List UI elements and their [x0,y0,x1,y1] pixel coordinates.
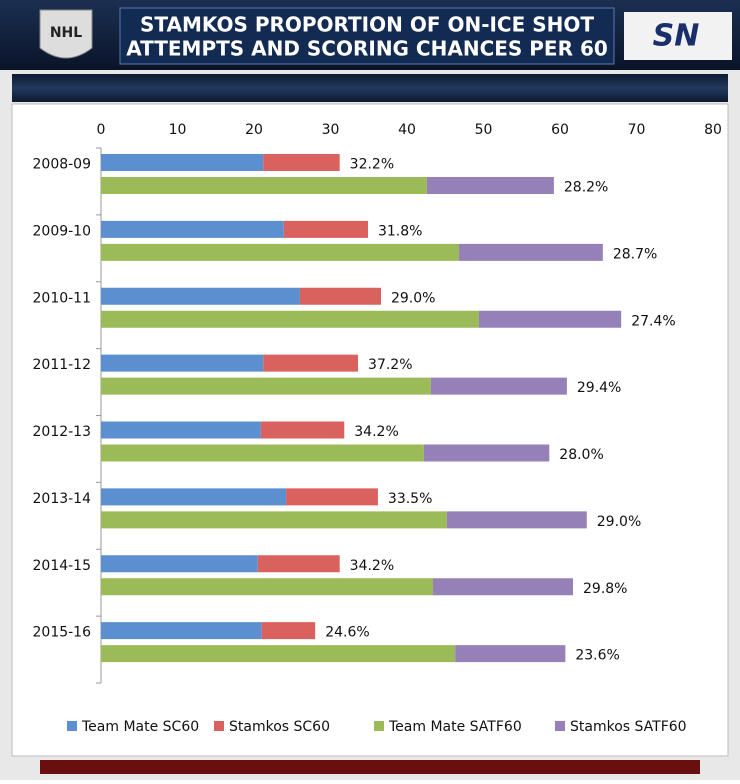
bar [299,287,381,305]
legend-swatch [67,721,77,731]
legend-label: Stamkos SATF60 [570,719,687,735]
share-label: 28.7% [613,246,657,262]
legend-label: Team Mate SATF60 [388,719,522,735]
share-label: 29.0% [597,514,641,530]
share-label: 27.4% [631,313,675,329]
nhl-logo: NHL [50,25,82,41]
bar [101,444,424,462]
x-tick-label: 0 [97,122,106,138]
bar [101,511,447,529]
bar [286,488,378,506]
x-tick-label: 60 [551,122,569,138]
bar [101,243,460,261]
bar [263,154,340,171]
legend-swatch [374,721,384,731]
bar [101,377,431,395]
title-box [119,7,615,65]
x-tick-label: 30 [322,122,340,138]
x-tick-label: 80 [704,122,722,138]
x-tick-label: 40 [398,122,416,138]
share-label: 31.8% [378,223,422,239]
sn-logo: SN [653,19,700,54]
share-label: 29.4% [577,380,621,396]
bar [101,177,427,194]
bar [101,645,456,663]
bar [260,421,345,439]
x-tick-label: 50 [475,122,493,138]
bar [478,310,622,328]
bar [257,555,340,573]
share-label: 29.8% [583,581,627,597]
bar [423,444,550,462]
bar [459,243,603,261]
bar [433,578,574,596]
bar [101,622,262,640]
y-tick-label: 2015-16 [33,625,92,641]
share-label: 29.0% [391,290,435,306]
bar [263,354,359,372]
bar [101,578,434,596]
y-tick-label: 2008-09 [33,157,92,173]
y-tick-label: 2009-10 [33,223,92,239]
legend-swatch [555,721,565,731]
share-label: 28.2% [564,180,608,196]
y-tick-label: 2013-14 [33,491,92,507]
bar [101,154,264,171]
sn-box [624,12,732,60]
chart-title: STAMKOS PROPORTION OF ON-ICE SHOT [140,13,594,37]
x-tick-label: 70 [628,122,646,138]
share-label: 23.6% [575,648,619,664]
legend-label: Team Mate SC60 [81,719,199,735]
bar [455,645,566,663]
bar [101,555,258,573]
legend-swatch [214,721,224,731]
bar [446,511,587,529]
share-label: 37.2% [368,357,412,373]
bar [101,354,264,372]
y-tick-label: 2011-12 [33,357,92,373]
bar [101,488,287,506]
bar [430,377,567,395]
chart-title: ATTEMPTS AND SCORING CHANCES PER 60 [126,37,608,61]
share-label: 34.2% [350,558,394,574]
bar [101,220,284,238]
share-label: 24.6% [325,625,369,641]
bar [101,310,479,328]
share-label: 34.2% [354,424,398,440]
share-label: 28.0% [559,447,603,463]
nhl-shield [39,9,93,59]
bar [426,177,554,194]
x-tick-label: 10 [169,122,187,138]
x-tick-label: 20 [245,122,263,138]
bar [261,622,316,640]
share-label: 33.5% [388,491,432,507]
bar [101,287,300,305]
bar [283,220,368,238]
footer-bar [40,760,700,774]
bar [101,421,261,439]
share-label: 32.2% [350,157,394,173]
y-tick-label: 2012-13 [33,424,92,440]
y-tick-label: 2010-11 [33,290,92,306]
y-tick-label: 2014-15 [33,558,92,574]
legend-label: Stamkos SC60 [229,719,330,735]
header-band [12,74,728,102]
